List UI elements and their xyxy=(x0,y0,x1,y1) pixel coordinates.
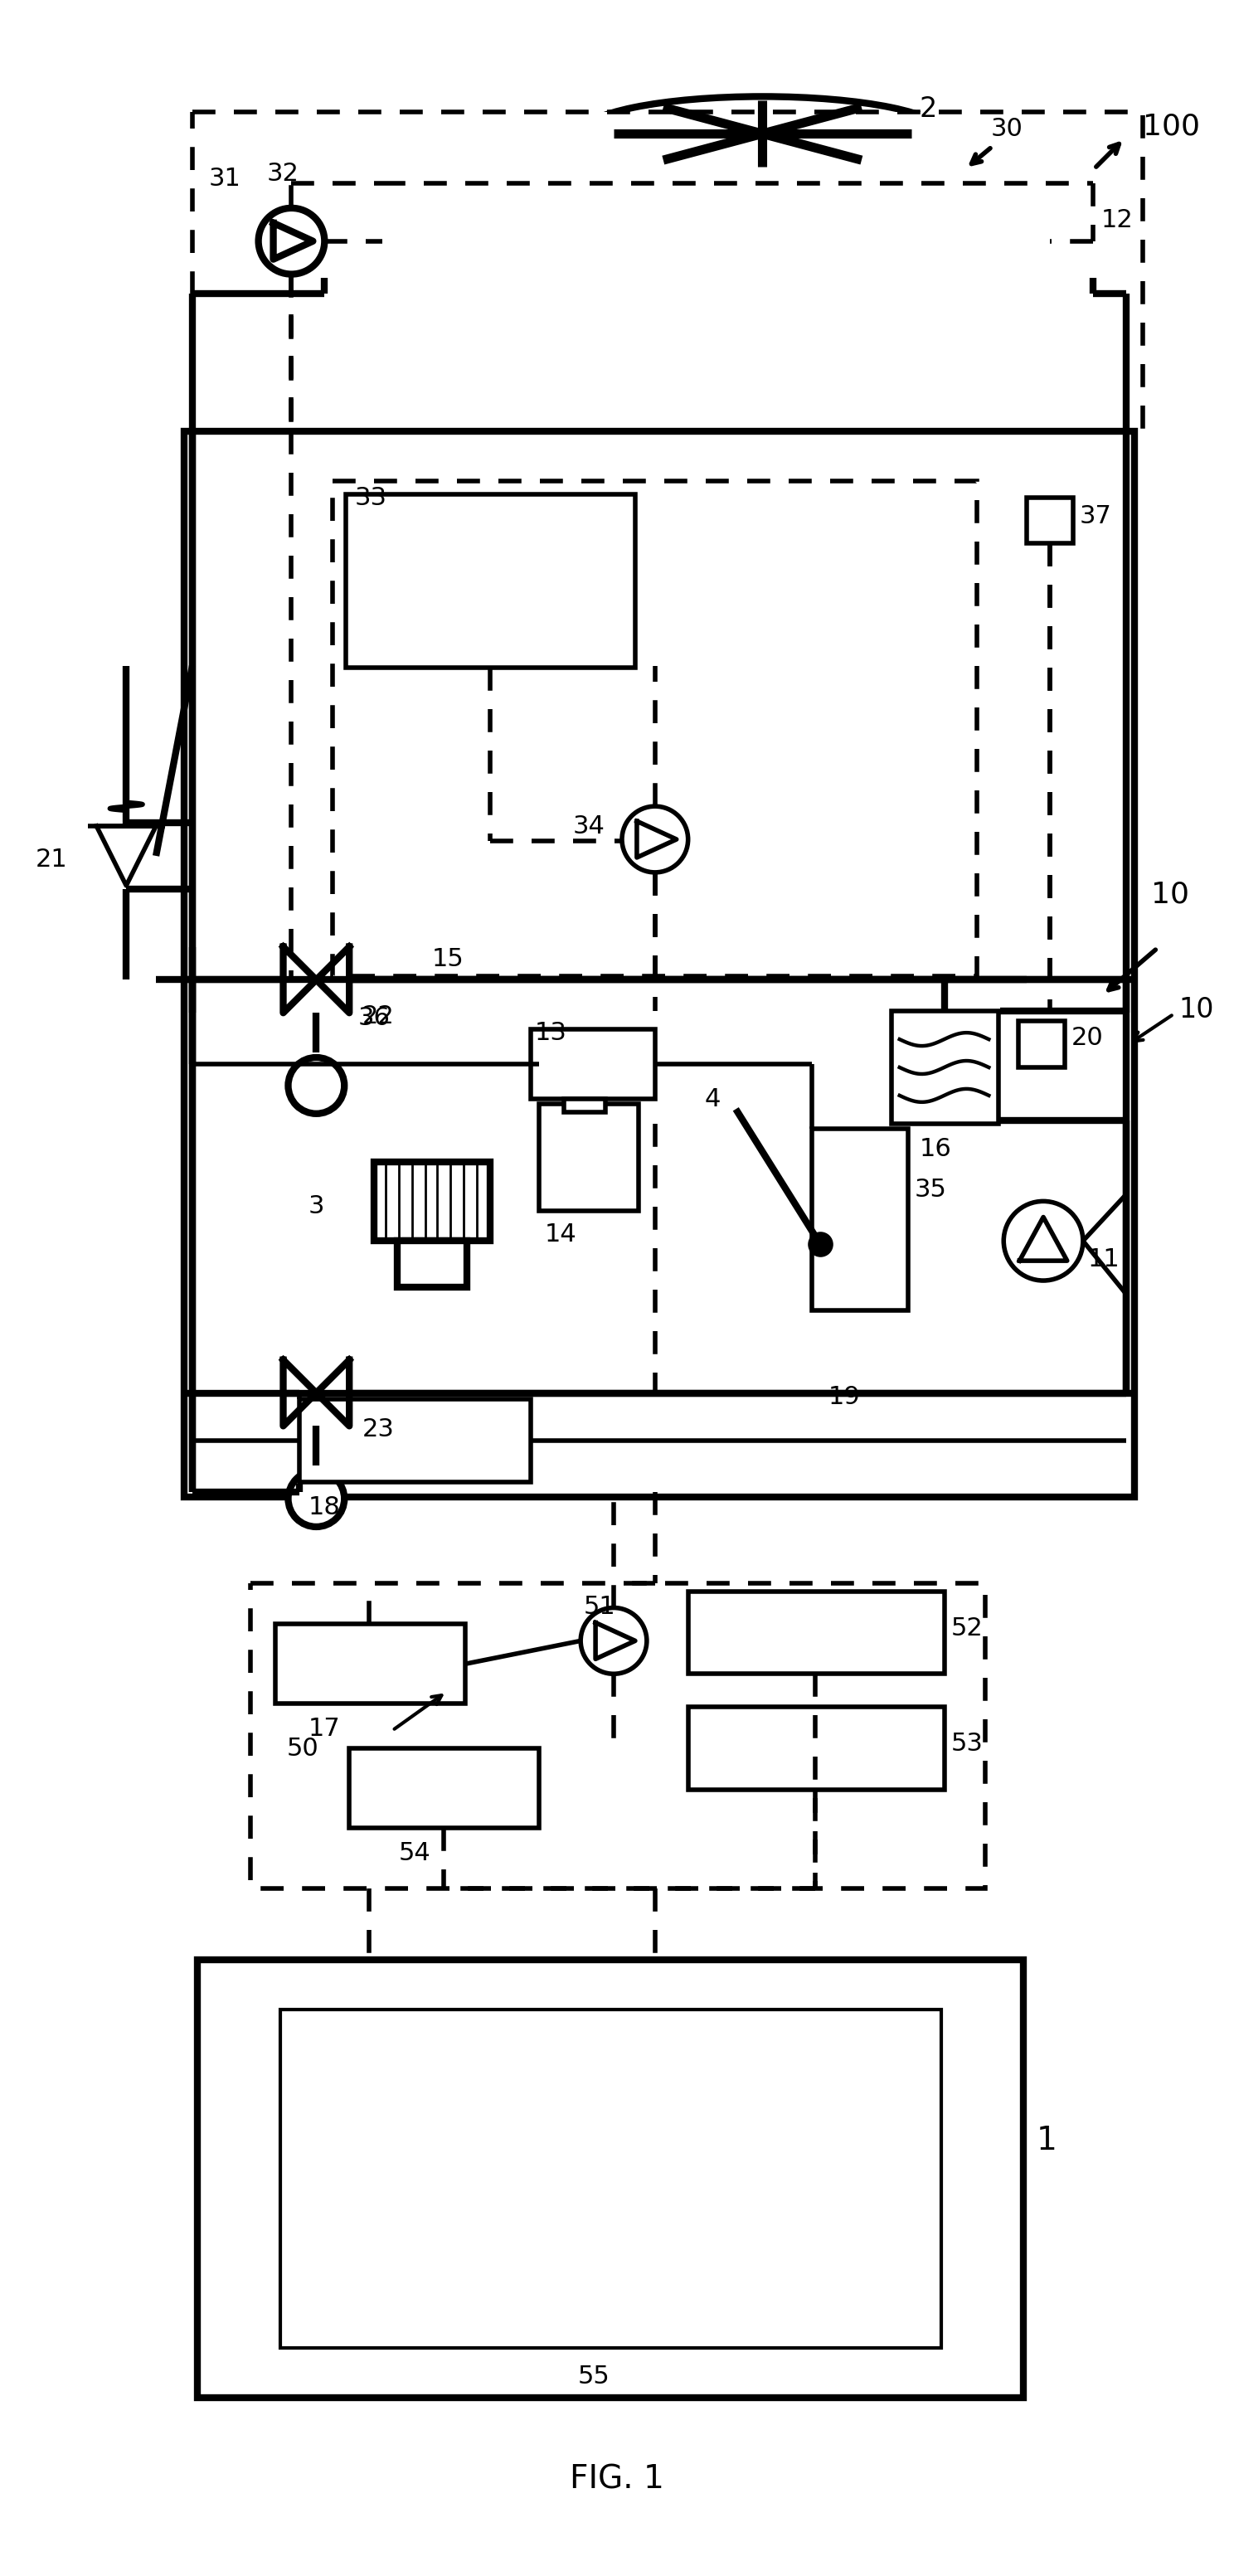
Text: 18: 18 xyxy=(308,1497,341,1520)
Bar xyxy=(251,1584,986,1888)
Text: 2: 2 xyxy=(919,95,937,124)
Circle shape xyxy=(622,806,689,873)
Text: 34: 34 xyxy=(573,814,605,840)
Circle shape xyxy=(1003,1200,1083,1280)
Text: 15: 15 xyxy=(432,948,464,971)
Text: 55: 55 xyxy=(578,2365,610,2388)
Text: 51: 51 xyxy=(584,1595,616,1618)
Text: 33: 33 xyxy=(354,487,386,510)
Bar xyxy=(333,482,977,976)
Bar xyxy=(300,1399,531,1481)
Bar xyxy=(812,1128,908,1311)
Text: 1: 1 xyxy=(1037,2125,1058,2156)
Text: 17: 17 xyxy=(308,1716,341,1741)
Bar xyxy=(1018,1020,1065,1066)
Bar xyxy=(184,430,1134,1497)
Circle shape xyxy=(289,1471,344,1528)
Bar xyxy=(374,1162,490,1242)
Text: 35: 35 xyxy=(914,1177,946,1203)
Circle shape xyxy=(581,1607,647,1674)
Text: 36: 36 xyxy=(358,1007,390,1030)
Circle shape xyxy=(289,1059,344,1113)
Text: 52: 52 xyxy=(950,1615,983,1641)
Bar xyxy=(891,1012,998,1123)
Text: 54: 54 xyxy=(399,1842,431,1865)
Bar xyxy=(689,1708,944,1790)
Text: 21: 21 xyxy=(36,848,68,871)
Text: FIG. 1: FIG. 1 xyxy=(570,2463,664,2496)
Text: 16: 16 xyxy=(919,1136,951,1162)
Bar xyxy=(383,191,1093,283)
Text: 53: 53 xyxy=(950,1731,983,1757)
Text: 30: 30 xyxy=(991,116,1023,142)
Text: 10: 10 xyxy=(1178,997,1214,1023)
Bar xyxy=(193,113,1143,435)
Bar xyxy=(564,1100,606,1113)
Text: 20: 20 xyxy=(1071,1025,1103,1051)
Text: 100: 100 xyxy=(1143,113,1199,142)
Bar xyxy=(531,1030,655,1100)
Text: 14: 14 xyxy=(544,1224,576,1247)
Bar xyxy=(397,1242,466,1288)
Bar xyxy=(539,1103,638,1211)
Text: 50: 50 xyxy=(286,1736,318,1762)
Text: 10: 10 xyxy=(1151,881,1188,909)
Text: 12: 12 xyxy=(1101,209,1133,232)
Text: 37: 37 xyxy=(1080,505,1112,528)
Text: 3: 3 xyxy=(308,1195,325,1218)
Text: 23: 23 xyxy=(363,1417,395,1443)
Text: 32: 32 xyxy=(267,162,299,185)
Text: 13: 13 xyxy=(534,1020,566,1046)
Bar xyxy=(383,299,1093,389)
Bar xyxy=(346,495,636,667)
Ellipse shape xyxy=(581,95,944,170)
Bar xyxy=(275,1625,465,1703)
Text: 22: 22 xyxy=(363,1005,395,1028)
Bar xyxy=(280,2009,940,2349)
Text: 31: 31 xyxy=(209,167,241,191)
Text: 4: 4 xyxy=(705,1087,721,1110)
Bar xyxy=(1027,497,1074,544)
Bar xyxy=(349,1749,539,1826)
Bar xyxy=(197,1960,1023,2398)
Bar xyxy=(689,1592,944,1674)
Circle shape xyxy=(258,209,325,273)
Text: 11: 11 xyxy=(1088,1247,1120,1273)
Text: 19: 19 xyxy=(828,1386,860,1409)
